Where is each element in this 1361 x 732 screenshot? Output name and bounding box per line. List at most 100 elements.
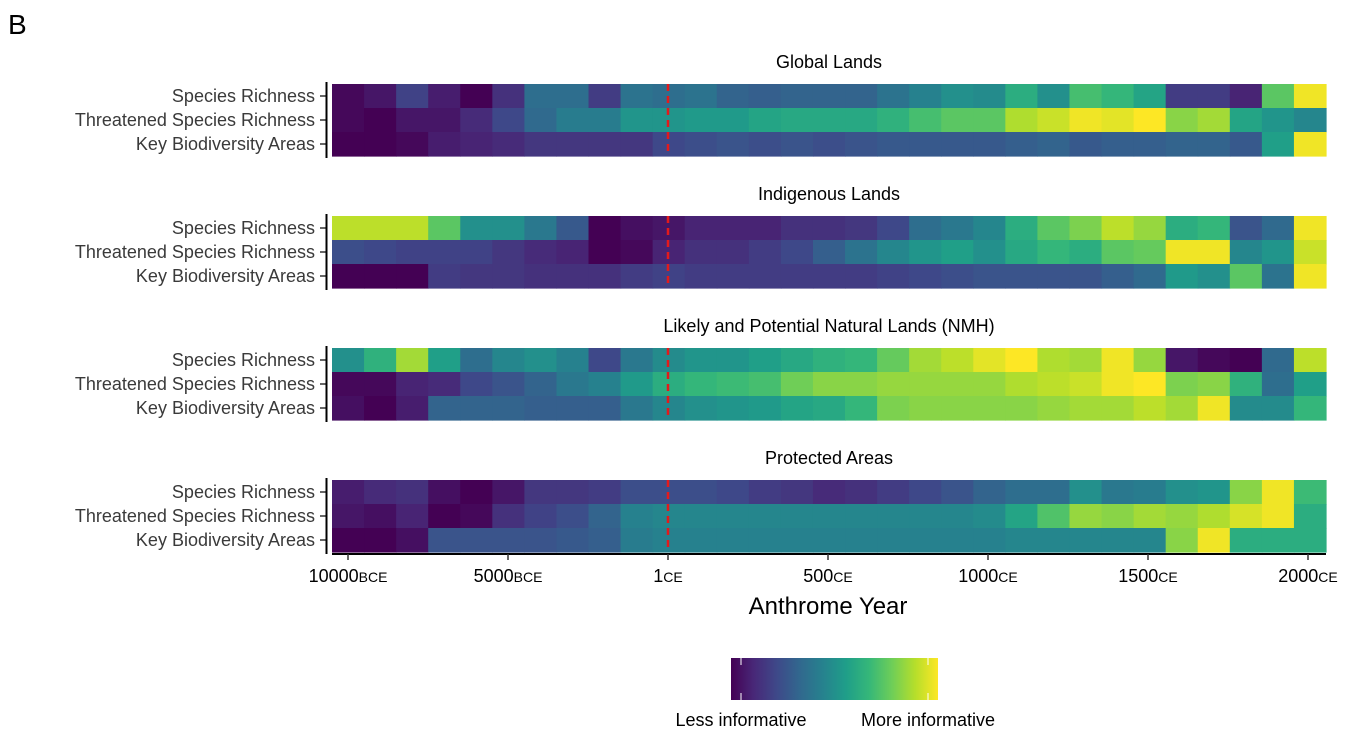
heatmap-cell: [716, 132, 750, 157]
heatmap-cell: [877, 84, 910, 109]
heatmap-cell: [1069, 264, 1103, 289]
heatmap-cell: [1037, 528, 1071, 553]
heatmap-cell: [845, 396, 878, 421]
heatmap-cell: [748, 216, 782, 241]
heatmap-cell: [877, 396, 910, 421]
heatmap-cell: [1069, 396, 1103, 421]
heatmap-cell: [1229, 372, 1263, 397]
heatmap-cell: [1005, 528, 1039, 553]
heatmap-cell: [1165, 216, 1199, 241]
heatmap-cell: [332, 504, 365, 529]
colorbar-legend: Less informative More informative: [675, 658, 995, 730]
heatmap-cell: [492, 504, 525, 529]
heatmap-cell: [1069, 480, 1103, 505]
heatmap-cell: [332, 264, 365, 289]
heatmap-cell: [780, 372, 814, 397]
heatmap-cell: [1005, 84, 1039, 109]
heatmap-cell: [428, 396, 461, 421]
heatmap-cell: [877, 264, 910, 289]
heatmap-cell: [812, 84, 846, 109]
heatmap-cell: [1293, 528, 1327, 553]
panel-title: Likely and Potential Natural Lands (NMH): [663, 316, 994, 336]
heatmap-cell: [1069, 84, 1103, 109]
heatmap-cell: [1261, 108, 1295, 133]
heatmap-cell: [941, 264, 974, 289]
heatmap-cell: [428, 84, 461, 109]
panel: Global Lands Species Richness Threatened S…: [75, 52, 1327, 158]
row-label: Species Richness: [172, 350, 315, 370]
heatmap-cell: [620, 528, 654, 553]
heatmap-cell: [1229, 132, 1263, 157]
heatmap-cell: [1069, 240, 1103, 265]
x-tick-label: 1CE: [653, 566, 682, 586]
heatmap-cell: [812, 372, 846, 397]
heatmap-cell: [1197, 480, 1231, 505]
heatmap-cell: [1005, 504, 1039, 529]
heatmap-cell: [620, 84, 654, 109]
heatmap-cell: [1037, 216, 1071, 241]
heatmap-cell: [396, 108, 429, 133]
heatmap-cell: [1005, 240, 1039, 265]
heatmap-cell: [1133, 372, 1167, 397]
heatmap-cell: [620, 240, 654, 265]
heatmap-cell: [332, 132, 365, 157]
heatmap-cell: [684, 372, 718, 397]
heatmap-cell: [396, 528, 429, 553]
heatmap-cell: [845, 372, 878, 397]
heatmap-cell: [396, 216, 429, 241]
heatmap-cell: [973, 348, 1006, 373]
heatmap-cell: [1229, 480, 1263, 505]
heatmap-cell: [364, 372, 397, 397]
heatmap-cell: [556, 108, 590, 133]
heatmap-cell: [1101, 108, 1135, 133]
heatmap-cell: [364, 108, 397, 133]
heatmap-cell: [877, 132, 910, 157]
heatmap-cell: [1293, 108, 1327, 133]
heatmap-cell: [780, 264, 814, 289]
heatmap-cell: [684, 84, 718, 109]
heatmap-cell: [1197, 84, 1231, 109]
heatmap-cell: [1229, 528, 1263, 553]
heatmap-cell: [812, 240, 846, 265]
heatmap-cell: [332, 240, 365, 265]
colorbar: [731, 658, 938, 700]
heatmap-cell: [1197, 348, 1231, 373]
heatmap-cell: [332, 528, 365, 553]
heatmap-cell: [1261, 480, 1295, 505]
heatmap-cell: [748, 240, 782, 265]
heatmap-cell: [1133, 396, 1167, 421]
heatmap-cell: [492, 216, 525, 241]
heatmap-cell: [909, 240, 942, 265]
heatmap-cell: [1293, 396, 1327, 421]
heatmap-cell: [588, 372, 622, 397]
heatmap-cell: [556, 264, 590, 289]
heatmap-cell: [812, 528, 846, 553]
heatmap-cell: [396, 480, 429, 505]
heatmap-cell: [1293, 240, 1327, 265]
heatmap-cell: [973, 108, 1006, 133]
heatmap-cell: [588, 396, 622, 421]
heatmap-cell: [524, 264, 558, 289]
heatmap-cell: [588, 504, 622, 529]
heatmap-cell: [716, 480, 750, 505]
heatmap-cell: [524, 528, 558, 553]
heatmap-cell: [812, 348, 846, 373]
heatmap-cell: [1037, 84, 1071, 109]
heatmap-cell: [1037, 240, 1071, 265]
heatmap-cell: [428, 132, 461, 157]
heatmap-cell: [1197, 372, 1231, 397]
heatmap-cell: [364, 396, 397, 421]
row-label: Key Biodiversity Areas: [136, 266, 315, 286]
heatmap-cell: [588, 528, 622, 553]
heatmap-cell: [1165, 480, 1199, 505]
heatmap-cell: [748, 372, 782, 397]
heatmap-cell: [780, 480, 814, 505]
row-label: Key Biodiversity Areas: [136, 134, 315, 154]
heatmap-cell: [1037, 372, 1071, 397]
heatmap-cell: [941, 396, 974, 421]
heatmap-cell: [973, 504, 1006, 529]
heatmap-cell: [396, 396, 429, 421]
heatmap-cell: [556, 480, 590, 505]
heatmap-cell: [1005, 216, 1039, 241]
